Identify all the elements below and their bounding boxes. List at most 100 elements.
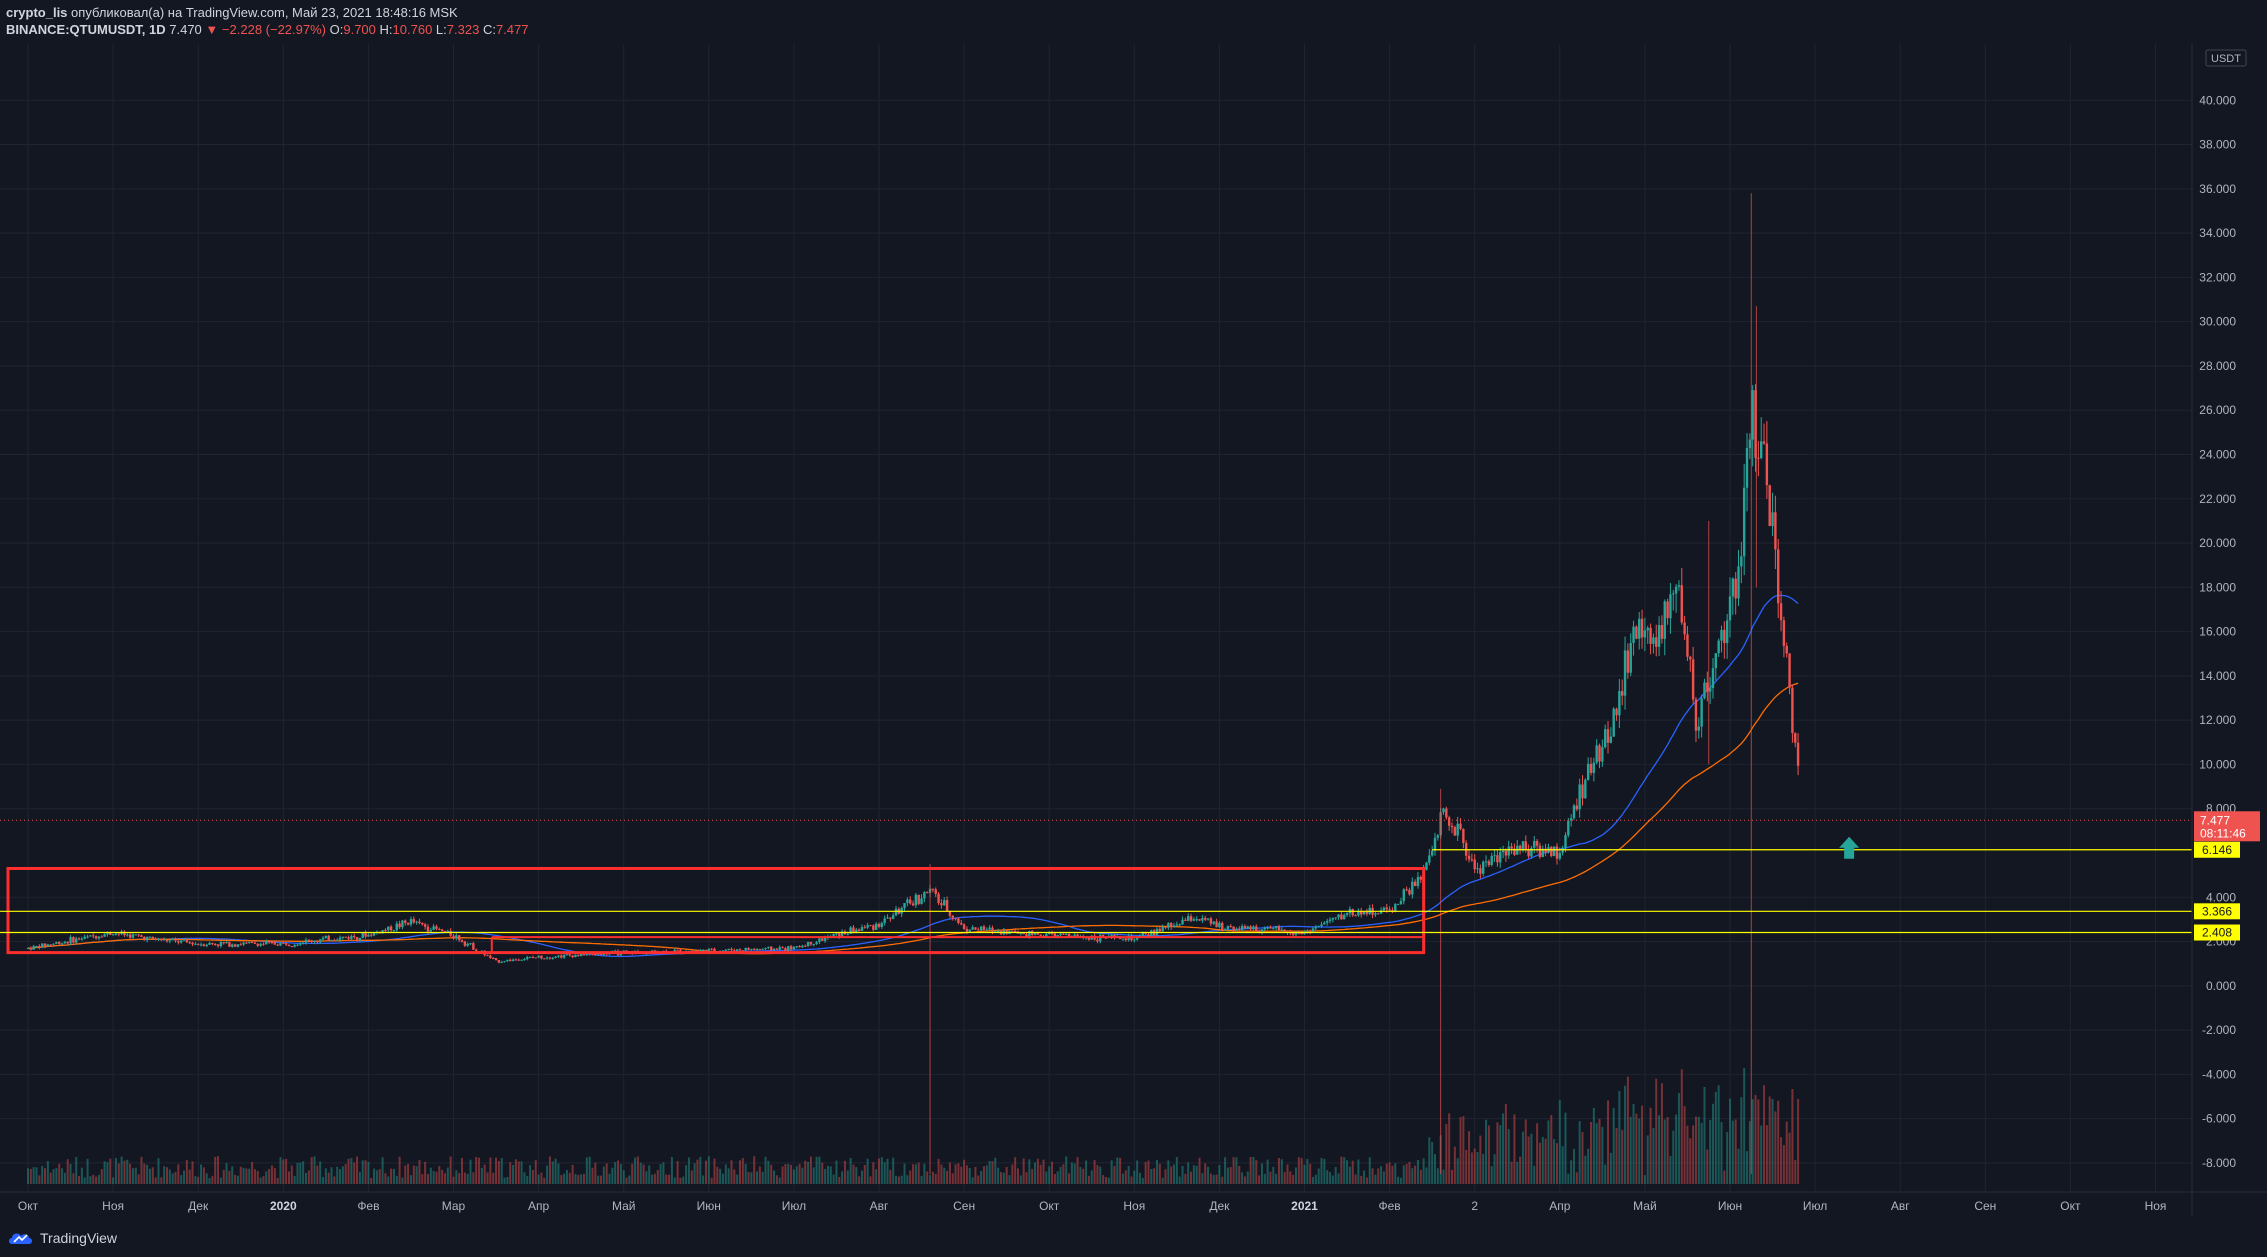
- volume-bar: [721, 1173, 724, 1184]
- candle-body: [1374, 913, 1377, 915]
- candle-body: [214, 943, 217, 945]
- candle-body: [1598, 745, 1601, 762]
- candle-body: [1581, 784, 1584, 799]
- volume-bar: [1422, 1158, 1425, 1184]
- candle-body: [174, 938, 177, 941]
- volume-bar: [49, 1172, 52, 1184]
- candle-body: [874, 923, 878, 930]
- volume-bar: [1643, 1175, 1646, 1184]
- candle-body: [194, 943, 197, 945]
- volume-bar: [605, 1163, 608, 1184]
- candle-body: [452, 935, 455, 939]
- symbol-label[interactable]: BINANCE:QTUMUSDT, 1D: [6, 22, 166, 37]
- candle-body: [1771, 512, 1774, 527]
- volume-bar: [1232, 1157, 1235, 1184]
- candle-body: [894, 908, 898, 916]
- volume-bar: [381, 1157, 384, 1184]
- volume-bar: [1209, 1173, 1212, 1184]
- volume-bar: [1238, 1165, 1241, 1184]
- volume-bar: [1502, 1113, 1505, 1184]
- candle-body: [1584, 779, 1587, 799]
- candle-body: [1096, 939, 1099, 942]
- candle-body: [500, 961, 503, 963]
- volume-bar: [1729, 1098, 1731, 1184]
- candle-body: [86, 936, 89, 938]
- volume-bar: [1538, 1142, 1541, 1184]
- candle-body: [1235, 928, 1238, 931]
- volume-bar: [1170, 1166, 1173, 1184]
- candle-body: [1300, 932, 1303, 935]
- volume-bar: [441, 1169, 444, 1184]
- volume-bar: [778, 1177, 781, 1184]
- volume-bar: [594, 1162, 597, 1184]
- candle-body: [531, 956, 535, 958]
- volume-bar: [1042, 1159, 1045, 1184]
- volume-bar: [611, 1167, 614, 1184]
- volume-bar: [322, 1177, 325, 1184]
- candle-body: [526, 957, 529, 960]
- candle-body: [1629, 642, 1632, 673]
- time-axis[interactable]: Окт Ноя Дек 2020 Фев Мар Апр Май Июн Июл Авг Сен Окт…: [18, 1199, 2167, 1213]
- candle-body: [903, 902, 906, 909]
- volume-bar: [361, 1160, 364, 1184]
- volume-bar: [727, 1168, 730, 1184]
- volume-bar: [1740, 1097, 1743, 1184]
- volume-bar: [775, 1175, 778, 1184]
- candle-body: [1490, 855, 1493, 865]
- candle-body: [1408, 889, 1411, 895]
- range-box: [6, 866, 1426, 955]
- volume-bar: [1059, 1166, 1062, 1184]
- volume-bar: [1536, 1123, 1539, 1184]
- volume-bar: [883, 1162, 886, 1184]
- candle-body: [265, 941, 268, 945]
- candle-body: [506, 959, 509, 962]
- tradingview-logo[interactable]: TradingView: [8, 1230, 117, 1246]
- volume-bar: [421, 1174, 424, 1184]
- volume-bar: [72, 1173, 75, 1184]
- volume-bar: [63, 1172, 66, 1184]
- candle-body: [1708, 688, 1712, 692]
- level-tag: [2194, 924, 2240, 941]
- candle-body: [313, 941, 316, 943]
- candle-body: [333, 940, 336, 942]
- volume-bar: [551, 1161, 554, 1184]
- candle-body: [1340, 914, 1343, 920]
- volume-bar: [1317, 1168, 1320, 1184]
- author-name[interactable]: crypto_lis: [6, 5, 68, 20]
- volume-bar: [236, 1175, 239, 1184]
- volume-bar: [367, 1161, 370, 1184]
- volume-bar: [1201, 1173, 1204, 1184]
- candle-body: [1640, 618, 1644, 638]
- volume-bar: [753, 1156, 756, 1184]
- x-tick-label: Июн: [1718, 1199, 1742, 1213]
- candle-body: [1615, 708, 1618, 716]
- candle-body: [43, 943, 47, 947]
- volume-bar: [282, 1159, 285, 1184]
- candle-body: [562, 954, 566, 958]
- volume-bar: [1763, 1085, 1766, 1184]
- candle-body: [1294, 932, 1298, 935]
- candle-body: [463, 941, 467, 946]
- volume-bar: [251, 1161, 254, 1184]
- drawings[interactable]: [0, 819, 2192, 955]
- y-tick-label: 18.000: [2199, 580, 2236, 594]
- candle-body: [1737, 566, 1740, 599]
- volume-bar: [1533, 1165, 1536, 1184]
- candle-body: [948, 910, 952, 916]
- candle-body: [650, 950, 654, 952]
- volume-bar: [319, 1161, 322, 1184]
- candle-body: [185, 939, 189, 943]
- candle-body: [741, 950, 745, 952]
- candle-body: [151, 936, 155, 939]
- price-axis[interactable]: 40.000 38.000 36.000 34.000 32.000 30.000 28.0…: [2199, 49, 2247, 1170]
- volume-bar: [191, 1161, 194, 1184]
- volume-bar: [225, 1163, 228, 1184]
- price-chart[interactable]: 40.000 38.000 36.000 34.000 32.000 30.000 28.0…: [0, 44, 2267, 1216]
- volume-bar: [316, 1165, 319, 1184]
- volume-bar: [1167, 1160, 1170, 1184]
- y-tick-label: 40.000: [2199, 93, 2236, 107]
- volume-bar: [469, 1159, 472, 1184]
- volume-bar: [78, 1176, 81, 1184]
- candle-body: [182, 939, 186, 941]
- volume-bar: [588, 1156, 591, 1184]
